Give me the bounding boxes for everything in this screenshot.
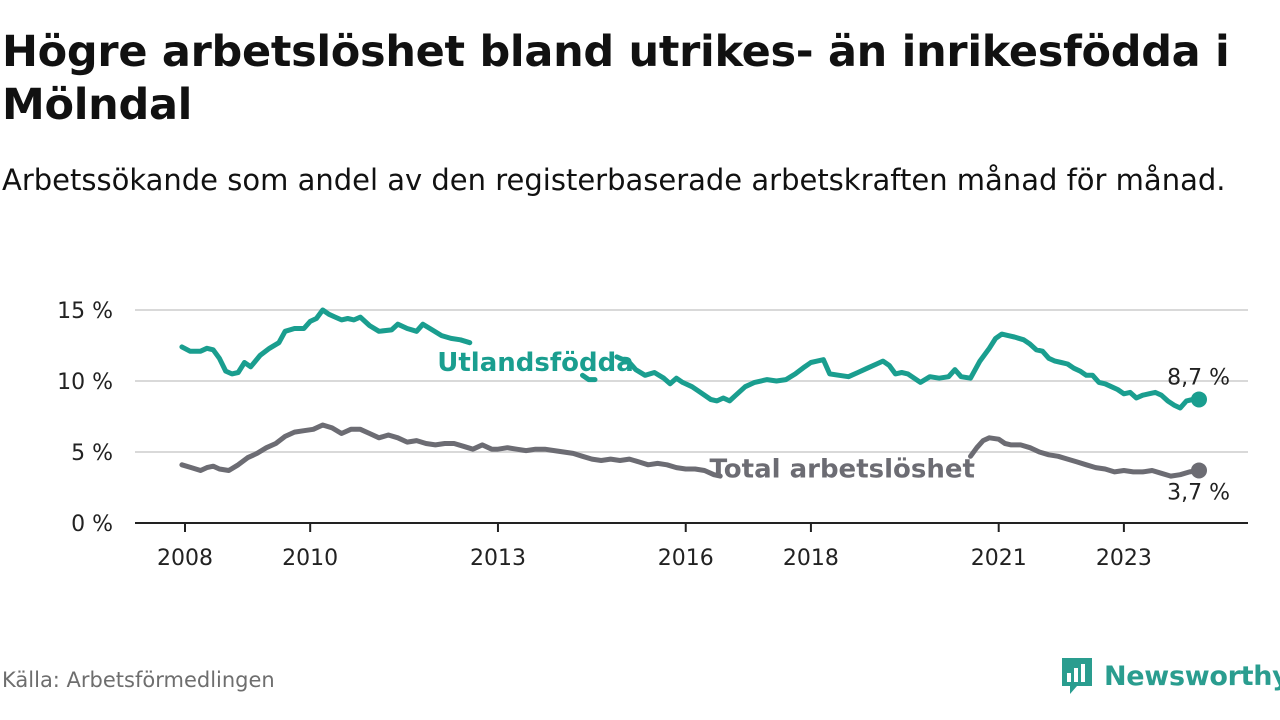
x-tick-label: 2010: [282, 546, 338, 571]
newsworthy-logo-icon: [1062, 658, 1092, 694]
source-note: Källa: Arbetsförmedlingen: [2, 668, 275, 692]
series-layer: [179, 307, 1207, 479]
chart-title: Högre arbetslöshet bland utrikes- än inr…: [2, 27, 1230, 130]
y-tick-label: 10 %: [57, 370, 113, 395]
end-point-utlandsf-dda: [1191, 391, 1207, 408]
x-tick-label: 2013: [470, 546, 526, 571]
series-line-utlandsf-dda: [580, 372, 598, 383]
x-tick-label: 2018: [783, 546, 839, 571]
y-tick-label: 0 %: [71, 512, 113, 537]
end-value-label-total-arbetsl-shet: 3,7 %: [1167, 480, 1230, 505]
line-chart: 0 % 5 % 10 % 15 % 2008 2010 2013 2016 2018 2021 20…: [57, 299, 1248, 571]
series-label-total-arbetsl-shet: Total arbetslöshet: [710, 455, 975, 485]
end-value-label-utlandsf-dda: 8,7 %: [1167, 365, 1230, 390]
series-line-total-arbetsl-shet: [968, 435, 1202, 479]
series-label-utlandsf-dda: Utlandsfödda: [437, 348, 634, 378]
x-tick-label: 2008: [157, 546, 213, 571]
chart-subtitle: Arbetssökande som andel av den registerb…: [2, 163, 1226, 197]
series-line-utlandsf-dda: [179, 307, 473, 377]
axis-layer: 0 % 5 % 10 % 15 % 2008 2010 2013 2016 2018 2021 20…: [57, 299, 1248, 571]
series-line-total-arbetsl-shet: [179, 422, 723, 479]
y-tick-label: 5 %: [71, 441, 113, 466]
brand-name: Newsworthy: [1104, 660, 1280, 692]
y-tick-label: 15 %: [57, 299, 113, 324]
x-tick-label: 2023: [1096, 546, 1152, 571]
x-tick-label: 2016: [658, 546, 714, 571]
end-point-total-arbetsl-shet: [1191, 462, 1207, 479]
series-line-utlandsf-dda: [614, 331, 1202, 411]
brand-logo: Newsworthy: [1060, 655, 1280, 697]
label-layer: 8,7 % 3,7 % Utlandsfödda Total arbetslöshet: [437, 348, 1230, 505]
x-tick-label: 2021: [971, 546, 1027, 571]
